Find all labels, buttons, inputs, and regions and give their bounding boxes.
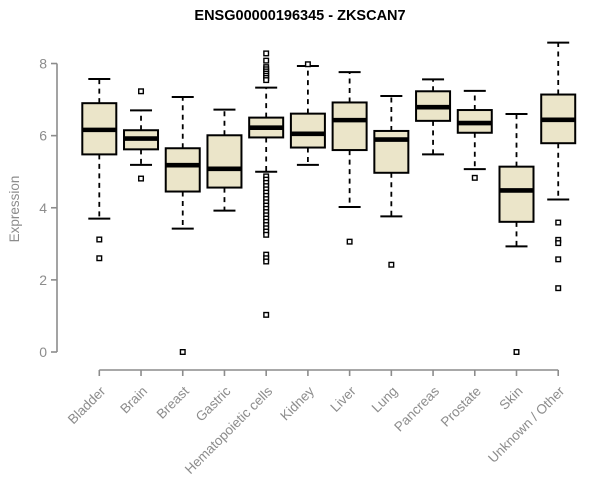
- outlier-point: [96, 236, 103, 243]
- outlier-point: [179, 349, 186, 356]
- outlier-point: [555, 285, 562, 292]
- outlier-point: [263, 258, 270, 265]
- outlier-point: [304, 61, 311, 68]
- y-tick-label: 2: [39, 272, 47, 288]
- iqr-box: [289, 112, 326, 149]
- outlier-point: [138, 175, 145, 182]
- boxplot-lung: [373, 94, 410, 268]
- iqr-box: [206, 134, 243, 189]
- y-tick-label: 8: [39, 56, 47, 72]
- x-category-label-unknown-other: Unknown / Other: [485, 383, 568, 466]
- outlier-point: [471, 174, 478, 181]
- x-category-label-breast: Breast: [154, 383, 192, 421]
- iqr-box: [164, 147, 201, 193]
- outlier-point: [96, 255, 103, 262]
- x-category-label-gastric: Gastric: [193, 383, 234, 424]
- outlier-point: [263, 50, 270, 57]
- boxplot-prostate: [456, 89, 493, 181]
- outlier-point: [263, 231, 270, 238]
- chart-title: ENSG00000196345 - ZKSCAN7: [194, 8, 406, 24]
- boxplot-gastric: [206, 108, 243, 212]
- boxplot-hematopoietic-cells: [248, 50, 285, 318]
- y-axis-title: Expression: [7, 175, 22, 243]
- boxplot-unknown-other: [540, 41, 577, 292]
- boxplot-brain: [123, 88, 160, 182]
- boxplot-skin: [498, 113, 535, 356]
- x-category-label-bladder: Bladder: [65, 383, 109, 427]
- x-category-label-kidney: Kidney: [277, 383, 317, 423]
- iqr-box: [498, 165, 535, 223]
- boxplot-pancreas: [415, 78, 452, 156]
- outlier-point: [388, 261, 395, 268]
- outlier-point: [263, 77, 270, 84]
- y-tick-label: 6: [39, 128, 47, 144]
- outlier-point: [263, 311, 270, 318]
- x-category-label-liver: Liver: [327, 383, 359, 415]
- outlier-point: [346, 238, 353, 245]
- x-category-label-lung: Lung: [369, 384, 401, 416]
- boxplot-liver: [331, 71, 368, 245]
- outlier-point: [555, 219, 562, 226]
- y-tick-label: 0: [39, 344, 47, 360]
- x-category-label-pancreas: Pancreas: [391, 383, 442, 434]
- boxplot-breast: [164, 96, 201, 356]
- x-category-label-brain: Brain: [117, 384, 150, 417]
- outlier-point: [263, 57, 270, 64]
- outlier-point: [138, 88, 145, 95]
- x-category-label-prostate: Prostate: [438, 384, 484, 430]
- boxplot-bladder: [81, 78, 118, 262]
- x-category-label-skin: Skin: [496, 384, 525, 413]
- boxplot-kidney: [289, 61, 326, 166]
- iqr-box: [331, 101, 368, 152]
- iqr-box: [373, 129, 410, 174]
- outlier-point: [555, 240, 562, 247]
- outlier-point: [513, 349, 520, 356]
- y-tick-label: 4: [39, 200, 47, 216]
- outlier-point: [555, 256, 562, 263]
